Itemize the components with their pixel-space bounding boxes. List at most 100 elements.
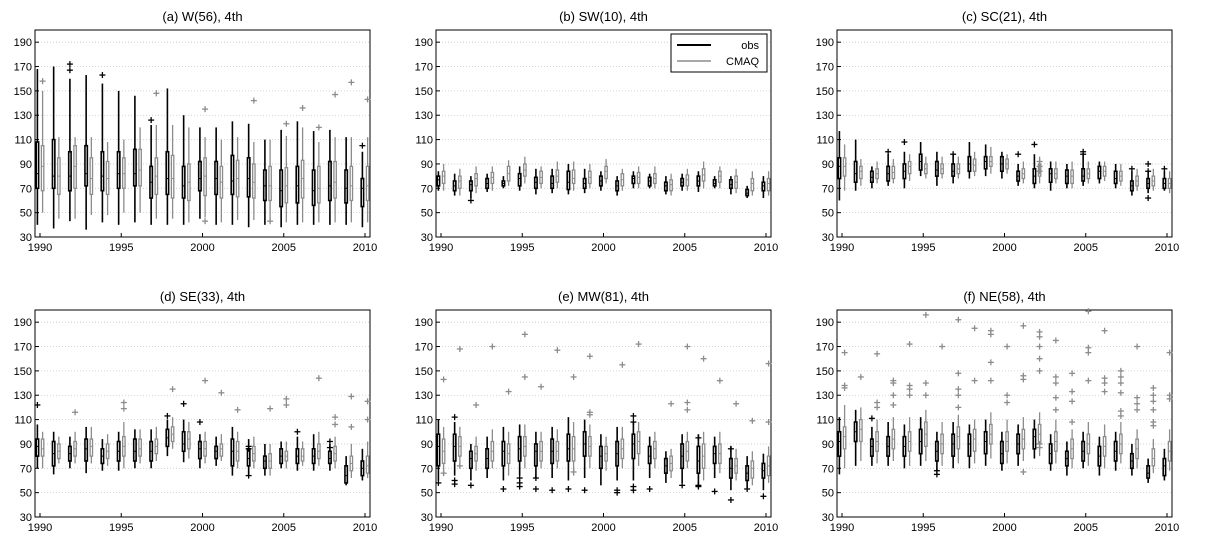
CMAQ-box [138,438,142,457]
obs-box [837,157,842,180]
y-tick-label: 30 [822,232,834,244]
y-tick-label: 110 [14,135,32,147]
CMAQ-box [907,160,912,175]
CMAQ-box [1070,169,1074,185]
obs-box [631,175,636,185]
obs-box [468,180,473,192]
x-tick-label: 1995 [911,522,935,534]
CMAQ-box [40,438,45,457]
obs-box [327,450,332,465]
obs-box [533,443,538,467]
axes-frame [34,309,371,518]
obs-box [647,445,652,465]
obs-box [279,169,284,208]
CMAQ-box [333,160,337,199]
y-tick-label: 30 [421,232,433,244]
obs-box [262,169,267,202]
legend-box [670,33,768,73]
CMAQ-box [750,177,755,192]
y-tick-label: 130 [14,390,32,402]
panel-title: (e) MW(81), 4th [558,289,649,304]
x-tick-label: 2000 [591,242,615,254]
x-tick-label: 1995 [510,242,534,254]
obs-box [436,433,441,467]
obs-box [132,148,137,187]
y-tick-label: 130 [415,390,433,402]
CMAQ-box [186,431,191,450]
obs-box [214,160,219,196]
y-tick-label: 90 [20,159,32,171]
CMAQ-box [170,154,175,199]
y-tick-label: 110 [816,415,834,427]
CMAQ-box [122,157,126,189]
obs-box [165,150,170,196]
x-tick-label: 2010 [353,242,377,254]
CMAQ-box [750,460,755,479]
panel-f: 30 50 70 90 110 130 150 170 190 1990 1995 2000 2005 2… [816,289,1180,534]
panel-b: 30 50 70 90 110 130 150 170 190 1990 1995 2000 2005 2… [415,9,779,254]
y-tick-label: 150 [816,86,834,98]
panel-d: 30 50 70 90 110 130 150 170 190 1990 1995 2000 2005 2… [14,289,378,534]
obs-box [918,153,923,171]
CMAQ-box [859,418,863,443]
y-tick-label: 190 [816,317,834,329]
obs-box [566,433,571,462]
CMAQ-box [490,171,495,185]
obs-box [436,175,441,187]
obs-box [327,160,332,202]
obs-box [1146,465,1151,479]
obs-box [566,170,571,191]
obs-box [550,175,555,190]
obs-box [51,138,56,190]
x-tick-label: 2005 [673,522,697,534]
CMAQ-box [284,166,289,204]
obs-box [728,178,733,190]
obs-box [533,176,538,190]
y-tick-label: 70 [822,463,834,475]
CMAQ-box [685,174,690,187]
CMAQ-box [89,438,94,457]
obs-box [1081,168,1086,182]
obs-box [246,157,251,198]
CMAQ-box [859,165,863,180]
y-tick-label: 90 [20,439,32,451]
y-tick-label: 30 [20,512,32,524]
obs-box [983,430,988,455]
x-tick-label: 2005 [272,522,296,534]
x-tick-label: 2010 [754,522,778,534]
CMAQ-box [251,163,256,199]
x-tick-label: 2005 [272,242,296,254]
CMAQ-box [842,426,847,450]
CMAQ-box [842,157,847,177]
obs-box [501,440,506,467]
obs-box [344,465,349,484]
obs-box [181,430,186,453]
obs-box [696,445,701,474]
y-tick-label: 110 [816,135,834,147]
x-tick-label: 2000 [992,522,1016,534]
obs-box [869,170,874,184]
y-tick-label: 170 [14,342,32,354]
y-tick-label: 50 [822,488,834,500]
y-tick-label: 190 [415,37,433,49]
y-tick-label: 30 [421,512,433,524]
x-tick-label: 2000 [190,522,214,534]
CMAQ-box [457,175,462,189]
y-tick-label: 170 [415,342,433,354]
obs-box [869,438,874,457]
axes-frame [435,309,772,518]
CMAQ-box [604,165,608,180]
CMAQ-box [1151,448,1156,467]
x-tick-label: 2000 [992,242,1016,254]
y-tick-label: 70 [822,183,834,195]
y-tick-label: 130 [816,390,834,402]
obs-box [197,440,202,460]
y-tick-label: 170 [415,62,433,74]
y-tick-label: 110 [14,415,32,427]
obs-box [934,160,939,177]
obs-box [663,181,668,192]
CMAQ-box [474,173,478,187]
obs-box [360,177,365,208]
obs-box [1162,457,1167,477]
obs-box [951,433,956,457]
